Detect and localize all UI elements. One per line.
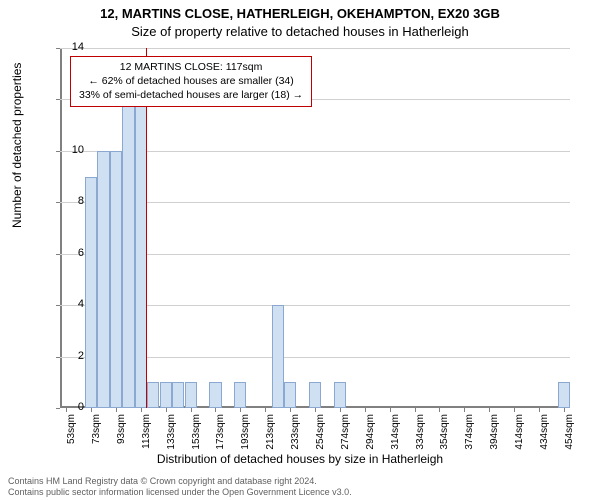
x-tick-label: 354sqm xyxy=(439,414,450,454)
x-tick xyxy=(191,408,192,412)
footer-line1: Contains HM Land Registry data © Crown c… xyxy=(8,476,352,487)
x-tick xyxy=(564,408,565,412)
bar xyxy=(110,151,122,408)
x-tick xyxy=(166,408,167,412)
x-tick xyxy=(489,408,490,412)
y-tick-label: 2 xyxy=(54,350,84,362)
y-tick-label: 8 xyxy=(54,195,84,207)
bar xyxy=(85,177,97,408)
annotation-line: 33% of semi-detached houses are larger (… xyxy=(79,88,303,102)
bar xyxy=(185,382,197,408)
bar xyxy=(172,382,184,408)
x-tick xyxy=(290,408,291,412)
x-tick-label: 153sqm xyxy=(191,414,202,454)
bar xyxy=(147,382,159,408)
x-tick-label: 73sqm xyxy=(91,414,102,454)
x-tick xyxy=(240,408,241,412)
y-tick-label: 0 xyxy=(54,401,84,413)
page-title-line2: Size of property relative to detached ho… xyxy=(0,24,600,39)
y-tick-label: 6 xyxy=(54,247,84,259)
x-tick xyxy=(265,408,266,412)
footer-attribution: Contains HM Land Registry data © Crown c… xyxy=(8,476,352,499)
x-tick xyxy=(365,408,366,412)
x-tick-label: 193sqm xyxy=(240,414,251,454)
bar xyxy=(122,99,134,408)
x-tick-label: 334sqm xyxy=(415,414,426,454)
x-tick xyxy=(141,408,142,412)
x-tick xyxy=(315,408,316,412)
x-tick-label: 274sqm xyxy=(340,414,351,454)
x-tick xyxy=(91,408,92,412)
x-tick xyxy=(464,408,465,412)
x-tick xyxy=(340,408,341,412)
x-tick-label: 374sqm xyxy=(464,414,475,454)
y-tick-label: 10 xyxy=(54,144,84,156)
gridline xyxy=(60,48,570,49)
y-axis-label: Number of detached properties xyxy=(10,63,24,228)
x-tick-label: 53sqm xyxy=(66,414,77,454)
bar xyxy=(558,382,570,408)
bar xyxy=(234,382,246,408)
x-tick-label: 314sqm xyxy=(390,414,401,454)
bar xyxy=(97,151,109,408)
x-tick xyxy=(539,408,540,412)
x-tick-label: 294sqm xyxy=(365,414,376,454)
x-tick-label: 213sqm xyxy=(265,414,276,454)
x-tick-label: 434sqm xyxy=(539,414,550,454)
x-tick xyxy=(215,408,216,412)
annotation-box: 12 MARTINS CLOSE: 117sqm← 62% of detache… xyxy=(70,56,312,107)
y-tick-label: 14 xyxy=(54,41,84,53)
annotation-line: 12 MARTINS CLOSE: 117sqm xyxy=(79,60,303,74)
annotation-line: ← 62% of detached houses are smaller (34… xyxy=(79,74,303,88)
footer-line2: Contains public sector information licen… xyxy=(8,487,352,498)
x-tick xyxy=(439,408,440,412)
x-tick-label: 233sqm xyxy=(290,414,301,454)
bar xyxy=(160,382,172,408)
page-title-line1: 12, MARTINS CLOSE, HATHERLEIGH, OKEHAMPT… xyxy=(0,6,600,21)
bar xyxy=(284,382,296,408)
x-tick-label: 93sqm xyxy=(116,414,127,454)
bar xyxy=(309,382,321,408)
y-tick-label: 4 xyxy=(54,298,84,310)
x-tick xyxy=(514,408,515,412)
x-tick-label: 254sqm xyxy=(315,414,326,454)
x-tick-label: 173sqm xyxy=(215,414,226,454)
x-axis-label: Distribution of detached houses by size … xyxy=(0,452,600,466)
x-tick xyxy=(116,408,117,412)
bar xyxy=(272,305,284,408)
chart-container: 12, MARTINS CLOSE, HATHERLEIGH, OKEHAMPT… xyxy=(0,0,600,500)
x-tick-label: 113sqm xyxy=(141,414,152,454)
x-tick-label: 414sqm xyxy=(514,414,525,454)
x-tick-label: 454sqm xyxy=(564,414,575,454)
bar xyxy=(209,382,221,408)
x-tick xyxy=(415,408,416,412)
x-tick-label: 133sqm xyxy=(166,414,177,454)
x-tick-label: 394sqm xyxy=(489,414,500,454)
x-tick xyxy=(390,408,391,412)
bar xyxy=(334,382,346,408)
